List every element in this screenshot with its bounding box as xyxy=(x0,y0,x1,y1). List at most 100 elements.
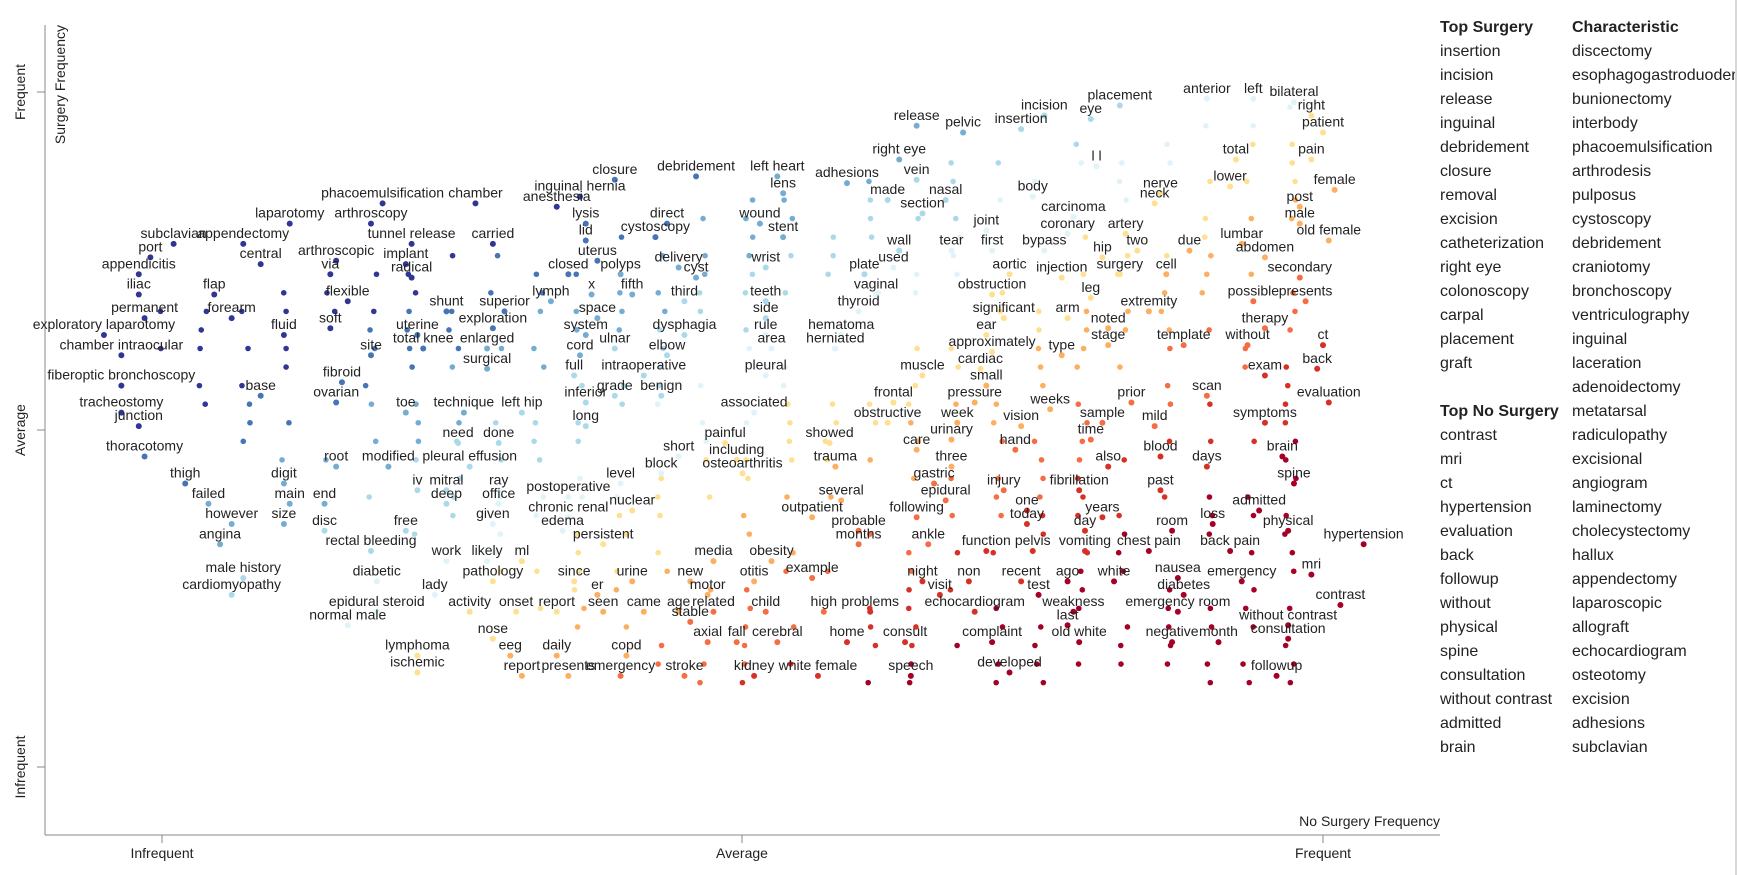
term-label[interactable]: exploration xyxy=(459,309,528,325)
term-dot[interactable] xyxy=(995,160,1002,166)
term-dot[interactable] xyxy=(957,234,964,240)
term-point[interactable] xyxy=(484,365,491,372)
term-point[interactable] xyxy=(855,308,862,315)
term-label[interactable]: fiberoptic bronchoscopy xyxy=(47,367,195,383)
term-dot[interactable] xyxy=(999,624,1006,630)
term-dot[interactable] xyxy=(1039,512,1046,519)
term-point[interactable] xyxy=(768,558,775,565)
term-point[interactable] xyxy=(443,308,450,315)
term-dot[interactable] xyxy=(1209,512,1216,519)
term-point[interactable] xyxy=(884,419,891,426)
term-dot[interactable] xyxy=(699,419,706,426)
term-label[interactable]: thyroid xyxy=(838,292,880,308)
term-point[interactable] xyxy=(1145,548,1152,554)
term-point[interactable] xyxy=(1099,254,1106,261)
term-dot[interactable] xyxy=(746,252,752,259)
term-point[interactable] xyxy=(1122,230,1129,237)
term-dot[interactable] xyxy=(618,234,625,240)
term-point[interactable] xyxy=(489,578,496,585)
characteristic-item[interactable]: laparoscopic xyxy=(1572,595,1662,612)
term-point[interactable] xyxy=(931,480,938,487)
term-point[interactable] xyxy=(1320,342,1326,349)
term-point[interactable] xyxy=(1250,298,1257,305)
term-dot[interactable] xyxy=(536,457,543,463)
term-point[interactable] xyxy=(1325,237,1332,244)
term-dot[interactable] xyxy=(1158,308,1165,315)
term-point[interactable] xyxy=(1111,578,1118,585)
term-label[interactable]: male history xyxy=(206,559,281,575)
term-point[interactable] xyxy=(664,220,671,227)
term-point[interactable] xyxy=(989,348,996,355)
term-point[interactable] xyxy=(611,392,618,399)
term-dot[interactable] xyxy=(912,290,919,296)
term-dot[interactable] xyxy=(619,401,625,407)
term-dot[interactable] xyxy=(1248,215,1255,222)
term-point[interactable] xyxy=(1296,203,1303,210)
term-dot[interactable] xyxy=(786,438,793,445)
term-dot[interactable] xyxy=(655,661,661,667)
term-label[interactable]: example xyxy=(786,559,839,575)
characteristic-item[interactable]: appendectomy xyxy=(1572,571,1677,588)
term-dot[interactable] xyxy=(783,568,789,575)
term-label[interactable]: tear xyxy=(939,232,963,248)
term-point[interactable] xyxy=(1041,112,1048,119)
term-label[interactable]: mild xyxy=(1142,407,1168,423)
term-dot[interactable] xyxy=(574,531,581,537)
term-label[interactable]: rectal bleeding xyxy=(325,532,416,548)
term-point[interactable] xyxy=(385,463,392,470)
term-point[interactable] xyxy=(1215,639,1222,646)
term-dot[interactable] xyxy=(1250,141,1256,148)
term-dot[interactable] xyxy=(1075,512,1081,519)
term-dot[interactable] xyxy=(656,327,663,333)
term-point[interactable] xyxy=(1087,294,1094,301)
term-label[interactable]: showed xyxy=(805,424,853,440)
term-label[interactable]: non xyxy=(957,562,980,578)
term-point[interactable] xyxy=(1186,247,1193,254)
term-label[interactable]: one xyxy=(1015,492,1039,508)
term-point[interactable] xyxy=(565,494,572,500)
term-label[interactable]: small xyxy=(970,367,1003,383)
term-dot[interactable] xyxy=(1290,568,1297,575)
characteristic-item[interactable]: cystoscopy xyxy=(1572,211,1652,228)
term-point[interactable] xyxy=(1151,423,1158,430)
term-point[interactable] xyxy=(1314,365,1321,372)
term-dot[interactable] xyxy=(833,419,840,426)
term-label[interactable]: elbow xyxy=(649,336,686,352)
term-dot[interactable] xyxy=(492,549,498,556)
term-point[interactable] xyxy=(408,274,415,281)
term-label[interactable]: fall xyxy=(728,623,746,639)
term-label[interactable]: x xyxy=(588,276,595,292)
term-label[interactable]: thigh xyxy=(170,465,200,481)
term-dot[interactable] xyxy=(1207,178,1213,185)
term-dot[interactable] xyxy=(872,642,879,649)
term-point[interactable] xyxy=(913,176,920,183)
term-point[interactable] xyxy=(843,180,850,187)
characteristic-item[interactable]: allograft xyxy=(1572,619,1629,636)
term-point[interactable] xyxy=(1116,271,1123,278)
term-point[interactable] xyxy=(344,298,351,305)
term-dot[interactable] xyxy=(867,215,874,222)
term-point[interactable] xyxy=(1041,247,1048,254)
characteristic-item[interactable]: radiculopathy xyxy=(1572,427,1668,444)
term-label[interactable]: site xyxy=(360,336,382,352)
term-point[interactable] xyxy=(675,608,682,615)
term-dot[interactable] xyxy=(373,271,380,278)
term-label[interactable]: inguinal hernia xyxy=(534,178,625,194)
term-dot[interactable] xyxy=(867,457,873,463)
term-label[interactable]: free xyxy=(394,512,418,528)
term-point[interactable] xyxy=(907,672,914,679)
term-dot[interactable] xyxy=(1121,457,1128,463)
term-dot[interactable] xyxy=(706,494,713,500)
term-dot[interactable] xyxy=(575,419,581,426)
term-label[interactable]: fluid xyxy=(271,316,297,332)
term-point[interactable] xyxy=(118,352,125,359)
term-point[interactable] xyxy=(565,514,572,521)
term-dot[interactable] xyxy=(912,382,919,389)
term-label[interactable]: pleural effusion xyxy=(422,448,517,464)
term-point[interactable] xyxy=(965,578,972,585)
term-label[interactable]: age xyxy=(667,593,691,609)
term-point[interactable] xyxy=(774,173,781,180)
term-label[interactable]: month xyxy=(1199,623,1238,639)
term-dot[interactable] xyxy=(1208,252,1214,259)
term-label[interactable]: wall xyxy=(886,232,911,248)
